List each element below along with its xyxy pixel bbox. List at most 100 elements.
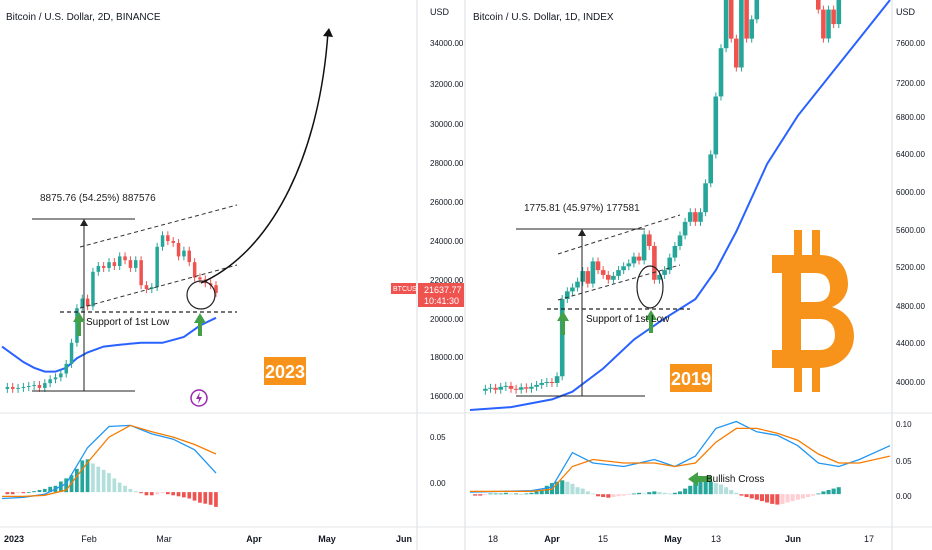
right-macd-histogram-bar: [806, 494, 811, 497]
right-macd-histogram-bar: [616, 494, 621, 497]
left-time-tick-label: May: [318, 534, 336, 544]
right-macd-histogram-bar: [473, 494, 478, 496]
right-price-axis: 7600.00 7200.00 6800.00 6400.00 6000.00 5600.…: [896, 39, 925, 387]
right-price-tick-label: 4800.00: [896, 302, 925, 311]
right-year-badge: [670, 364, 712, 392]
left-candle-body: [5, 387, 10, 389]
left-candle-body: [166, 235, 170, 242]
right-macd-histogram-bar: [724, 487, 729, 495]
right-candle-body: [590, 261, 596, 284]
right-macd-histogram-bar: [575, 487, 580, 495]
left-candle-body: [171, 241, 175, 243]
right-macd-histogram-bar: [524, 493, 529, 495]
right-macd-histogram-bar: [498, 493, 503, 495]
price-badge: BTCUSD 21637.77 10:41:30: [391, 283, 464, 307]
right-macd-histogram-bar: [621, 494, 626, 496]
left-macd-histogram-bar: [176, 492, 181, 497]
right-macd-histogram-bar: [493, 493, 498, 495]
right-candle-body: [713, 96, 719, 155]
right-price-tick-label: 7200.00: [896, 79, 925, 88]
left-macd-axis: 0.05 0.00: [430, 433, 446, 488]
price-badge-countdown: 10:41:30: [424, 296, 459, 306]
right-candles: [483, 0, 842, 395]
left-currency-label: USD: [430, 7, 450, 17]
right-macd-histogram-bar: [765, 494, 770, 503]
right-candle-body: [626, 263, 632, 267]
left-moving-average: [1, 316, 217, 373]
left-candle-body: [107, 262, 111, 268]
left-candle-body: [214, 285, 218, 293]
right-candle-body: [667, 257, 672, 271]
left-price-tick-label: 20000.00: [430, 315, 464, 324]
left-candle-body: [32, 385, 36, 386]
right-candle-body: [821, 9, 826, 39]
left-macd-histogram-bar: [128, 488, 133, 493]
right-macd-histogram-bar: [652, 491, 657, 495]
right-macd-histogram-bar: [672, 492, 677, 495]
right-candle-body: [559, 299, 565, 377]
right-price-tick-label: 6800.00: [896, 113, 925, 122]
right-macd-histogram-bar: [601, 494, 606, 497]
price-badge-ticker: BTCUSD: [393, 286, 422, 293]
right-macd-histogram-bar: [759, 494, 764, 502]
left-macd-histogram-bar: [16, 492, 20, 494]
right-candle-body: [816, 0, 821, 10]
right-candle-body: [554, 376, 560, 383]
right-candle-body: [493, 387, 498, 390]
right-candle-body: [575, 281, 580, 288]
left-macd-histogram-bar: [139, 492, 143, 494]
right-candle-body: [611, 275, 616, 280]
left-macd-histogram-bar: [208, 492, 213, 505]
right-macd-histogram-bar: [836, 487, 841, 495]
left-macd-histogram-bar: [85, 459, 90, 493]
left-macd-histogram-bar: [123, 485, 127, 493]
left-candle-body: [96, 266, 101, 272]
left-year-badge: [264, 357, 306, 385]
left-price-tick-label: 16000.00: [430, 392, 464, 401]
left-candle-body: [128, 260, 133, 268]
right-macd-tick-label: 0.10: [896, 420, 912, 429]
left-price-tick-label: 34000.00: [430, 39, 464, 48]
left-price-tick-label: 18000.00: [430, 353, 464, 362]
left-candle-body: [182, 250, 186, 257]
left-candle-body: [150, 287, 154, 289]
right-candle-body: [836, 0, 842, 25]
right-chart-title: Bitcoin / U.S. Dollar, 1D, INDEX: [473, 12, 614, 23]
right-time-tick-label: 18: [488, 534, 498, 544]
left-macd-histogram-bar: [214, 492, 218, 507]
left-macd-histogram-bar: [42, 488, 47, 493]
left-ma-line: [1, 316, 217, 373]
left-price-tick-label: 24000.00: [430, 237, 464, 246]
right-macd-histogram-bar: [606, 494, 611, 498]
left-candle-body: [118, 256, 122, 266]
right-time-tick-label: 17: [864, 534, 874, 544]
left-macd-histogram-bar: [133, 491, 138, 493]
right-candle-body: [631, 256, 637, 264]
left-candle-body: [85, 298, 90, 307]
price-badge-price: 21637.77: [424, 285, 462, 295]
right-candle-body: [703, 183, 708, 213]
left-macd-histogram-bar: [91, 463, 95, 493]
right-moving-average: [469, 0, 891, 411]
right-macd-tick-label: 0.05: [896, 457, 912, 466]
left-macd-histogram-bar: [26, 492, 31, 493]
right-macd-histogram-bar: [657, 492, 662, 495]
right-macd-histogram-bar: [662, 492, 667, 495]
left-macd-histogram-bar: [80, 460, 85, 493]
right-candle-body: [570, 287, 575, 292]
right-candle-body: [672, 246, 678, 258]
left-macd-histogram-bar: [112, 478, 117, 493]
left-candle-body: [37, 385, 42, 388]
right-candle-body: [503, 385, 509, 387]
right-candle-body: [718, 48, 724, 97]
right-time-tick-label: Apr: [544, 534, 560, 544]
left-candle-body: [75, 308, 79, 343]
right-annotations: [516, 214, 712, 486]
right-candle-body: [652, 246, 657, 280]
right-price-tick-label: 7600.00: [896, 39, 925, 48]
right-macd-histogram-bar: [688, 485, 693, 495]
right-macd-histogram-bar: [718, 484, 723, 495]
right-macd-histogram-bar: [821, 491, 826, 495]
left-candle-body: [144, 285, 149, 289]
left-price-axis: 34000.00 32000.00 30000.00 28000.00 26000.00…: [430, 39, 464, 401]
